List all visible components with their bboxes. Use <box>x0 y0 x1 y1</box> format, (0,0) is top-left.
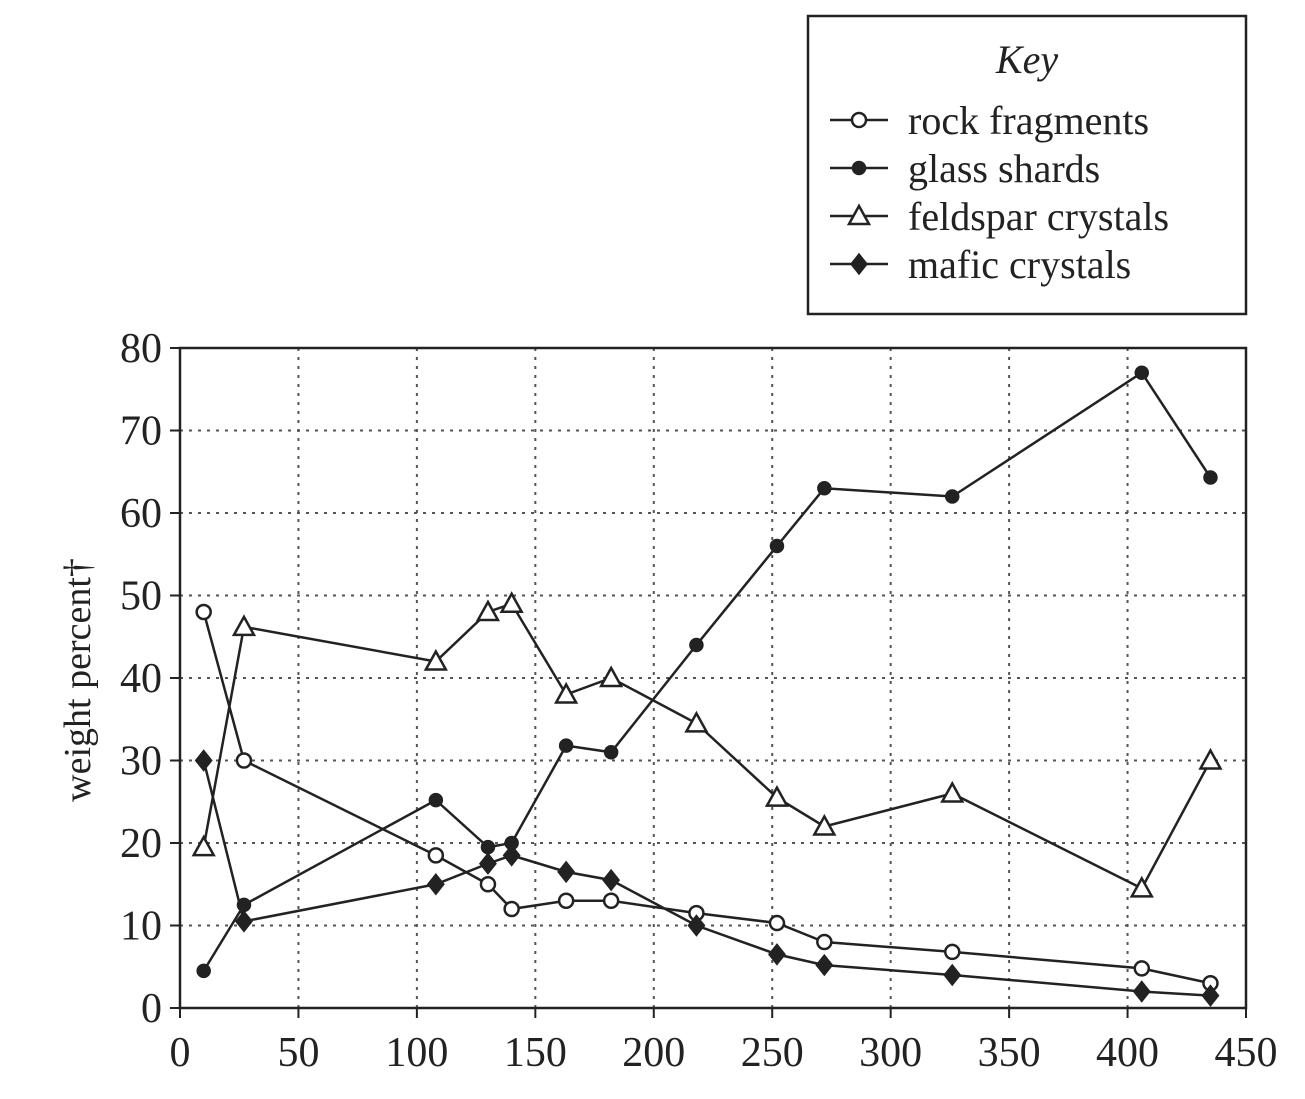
y-tick-label: 60 <box>120 491 162 537</box>
data-point-mafic-crystals <box>943 963 962 987</box>
series-layer <box>191 365 1223 1007</box>
data-point-glass-shards <box>689 637 704 653</box>
legend-marker <box>846 203 872 226</box>
grid <box>180 348 1246 1008</box>
data-point-glass-shards <box>817 481 832 496</box>
x-tick-label: 300 <box>859 1030 922 1076</box>
legend-marker <box>850 111 868 129</box>
legend-item-feldspar-crystals: feldspar crystals <box>830 194 1169 239</box>
data-point-feldspar-crystals <box>231 614 257 637</box>
data-point-mafic-crystals <box>815 953 834 977</box>
data-point-mafic-crystals <box>194 749 213 772</box>
series-glass-shards <box>196 365 1218 979</box>
legend-item-glass-shards: glass shards <box>830 146 1100 191</box>
data-point-mafic-crystals <box>602 868 621 892</box>
data-point-glass-shards <box>558 738 574 753</box>
data-point-feldspar-crystals <box>1129 875 1154 898</box>
data-point-rock-fragments <box>235 752 253 769</box>
y-tick-label: 50 <box>120 574 162 620</box>
data-point-rock-fragments <box>557 892 575 909</box>
x-tick-label: 250 <box>741 1030 804 1076</box>
data-point-mafic-crystals <box>557 860 576 884</box>
legend-marker <box>850 252 868 276</box>
y-tick-label: 80 <box>120 326 162 372</box>
y-tick-label: 40 <box>120 656 162 702</box>
data-point-feldspar-crystals <box>1198 747 1223 770</box>
series-feldspar-crystals <box>191 591 1223 898</box>
legend-label: mafic crystals <box>908 242 1131 287</box>
data-point-mafic-crystals <box>767 943 786 966</box>
data-point-rock-fragments <box>768 914 786 932</box>
data-point-glass-shards <box>769 538 785 554</box>
data-point-feldspar-crystals <box>499 591 524 613</box>
legend-item-rock-fragments: rock fragments <box>830 98 1149 143</box>
data-point-glass-shards <box>1203 470 1218 485</box>
data-point-mafic-crystals <box>502 844 521 867</box>
data-point-glass-shards <box>196 963 211 979</box>
x-tick-label: 200 <box>622 1030 685 1076</box>
series-mafic-crystals <box>194 749 1220 1007</box>
y-axis-label-group: weight percent† <box>57 558 99 802</box>
legend-label: feldspar crystals <box>908 194 1169 239</box>
data-point-glass-shards <box>603 745 619 760</box>
data-point-rock-fragments <box>602 892 620 909</box>
data-point-mafic-crystals <box>426 873 445 896</box>
data-point-rock-fragments <box>503 900 520 918</box>
data-point-rock-fragments <box>1133 960 1151 977</box>
axes <box>170 346 1248 1018</box>
y-tick-label: 10 <box>120 904 162 950</box>
y-axis-label: weight percent† <box>57 558 99 802</box>
data-point-feldspar-crystals <box>812 813 837 836</box>
series-line-rock-fragments <box>202 611 1211 985</box>
data-point-rock-fragments <box>479 876 497 893</box>
data-point-rock-fragments <box>944 943 961 961</box>
x-tick-label: 0 <box>170 1030 191 1076</box>
data-point-mafic-crystals <box>687 914 706 937</box>
x-tick-label: 50 <box>277 1030 319 1076</box>
x-tick-label: 350 <box>978 1030 1041 1076</box>
data-point-feldspar-crystals <box>554 681 579 704</box>
y-tick-label: 0 <box>141 986 162 1032</box>
y-tick-label: 20 <box>120 821 162 867</box>
series-rock-fragments <box>195 603 1219 992</box>
data-point-feldspar-crystals <box>191 834 216 857</box>
data-point-glass-shards <box>428 792 444 808</box>
legend-item-mafic-crystals: mafic crystals <box>830 242 1131 287</box>
data-point-feldspar-crystals <box>599 665 624 688</box>
data-point-feldspar-crystals <box>684 710 709 733</box>
x-tick-label: 150 <box>504 1030 567 1076</box>
legend-marker <box>851 160 867 176</box>
data-point-glass-shards <box>1134 365 1150 380</box>
data-point-mafic-crystals <box>478 852 497 875</box>
y-tick-label: 30 <box>120 739 162 785</box>
data-point-rock-fragments <box>427 847 445 864</box>
x-tick-label: 450 <box>1215 1030 1278 1076</box>
data-point-mafic-crystals <box>1201 984 1220 1007</box>
series-line-glass-shards <box>202 371 1212 972</box>
data-point-glass-shards <box>480 839 496 855</box>
legend-label: rock fragments <box>908 98 1149 143</box>
x-tick-label: 100 <box>385 1030 448 1076</box>
data-point-rock-fragments <box>195 603 212 621</box>
data-point-glass-shards <box>945 489 960 504</box>
data-point-mafic-crystals <box>234 910 253 933</box>
data-point-feldspar-crystals <box>423 648 448 671</box>
legend-title: Key <box>995 37 1058 82</box>
data-point-feldspar-crystals <box>475 599 501 622</box>
data-point-mafic-crystals <box>1132 980 1151 1003</box>
data-point-feldspar-crystals <box>940 780 965 803</box>
y-tick-label: 70 <box>120 409 162 455</box>
x-tick-label: 400 <box>1096 1030 1159 1076</box>
tick-labels: 0 50 100 150 200 250 300 350 400 450 0 10 20 30 40 50 60… <box>120 326 1278 1076</box>
data-point-rock-fragments <box>816 933 833 951</box>
data-point-feldspar-crystals <box>764 785 790 807</box>
legend-label: glass shards <box>908 146 1100 191</box>
